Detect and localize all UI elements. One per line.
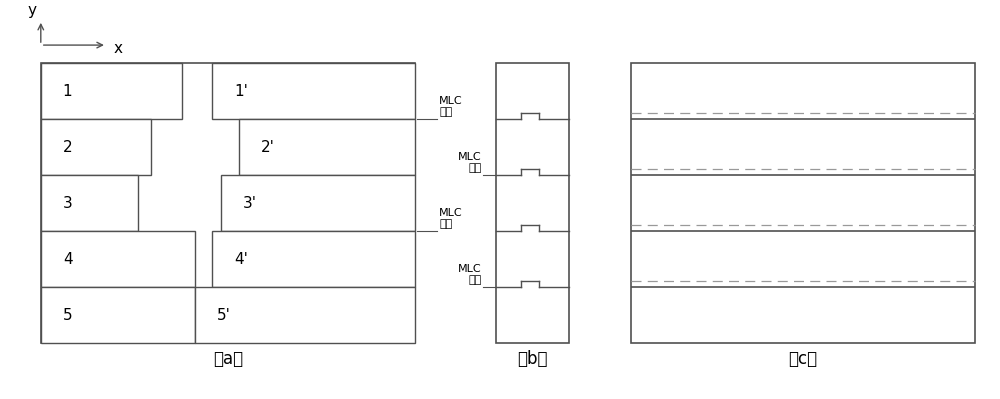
Text: 5: 5	[63, 308, 72, 323]
Bar	[195, 287, 415, 343]
Bar	[41, 175, 138, 231]
Text: （c）: （c）	[789, 350, 818, 368]
Text: MLC
叶片: MLC 叶片	[458, 152, 482, 173]
Text: y: y	[28, 3, 36, 18]
Text: 1': 1'	[234, 83, 248, 99]
Text: MLC
叶片: MLC 叶片	[439, 96, 463, 117]
Text: （a）: （a）	[213, 350, 243, 368]
Bar	[221, 175, 415, 231]
Text: 1: 1	[63, 83, 72, 99]
Text: 2: 2	[63, 140, 72, 154]
Bar	[212, 231, 415, 287]
Bar	[41, 63, 415, 343]
Text: 3: 3	[63, 196, 73, 211]
Text: MLC
叶片: MLC 叶片	[458, 264, 482, 285]
Bar	[631, 63, 975, 343]
Bar	[41, 287, 195, 343]
Bar	[212, 63, 415, 119]
Text: MLC
叶片: MLC 叶片	[439, 208, 463, 229]
Text: 3': 3'	[243, 196, 257, 211]
Text: x: x	[113, 41, 122, 56]
Bar	[41, 231, 195, 287]
Text: 2': 2'	[261, 140, 275, 154]
Bar	[41, 63, 182, 119]
Text: 4: 4	[63, 252, 72, 267]
Bar	[239, 119, 415, 175]
Text: 4': 4'	[234, 252, 248, 267]
Text: 5': 5'	[217, 308, 231, 323]
Bar	[496, 63, 569, 343]
Text: （b）: （b）	[517, 350, 548, 368]
Bar	[41, 119, 151, 175]
